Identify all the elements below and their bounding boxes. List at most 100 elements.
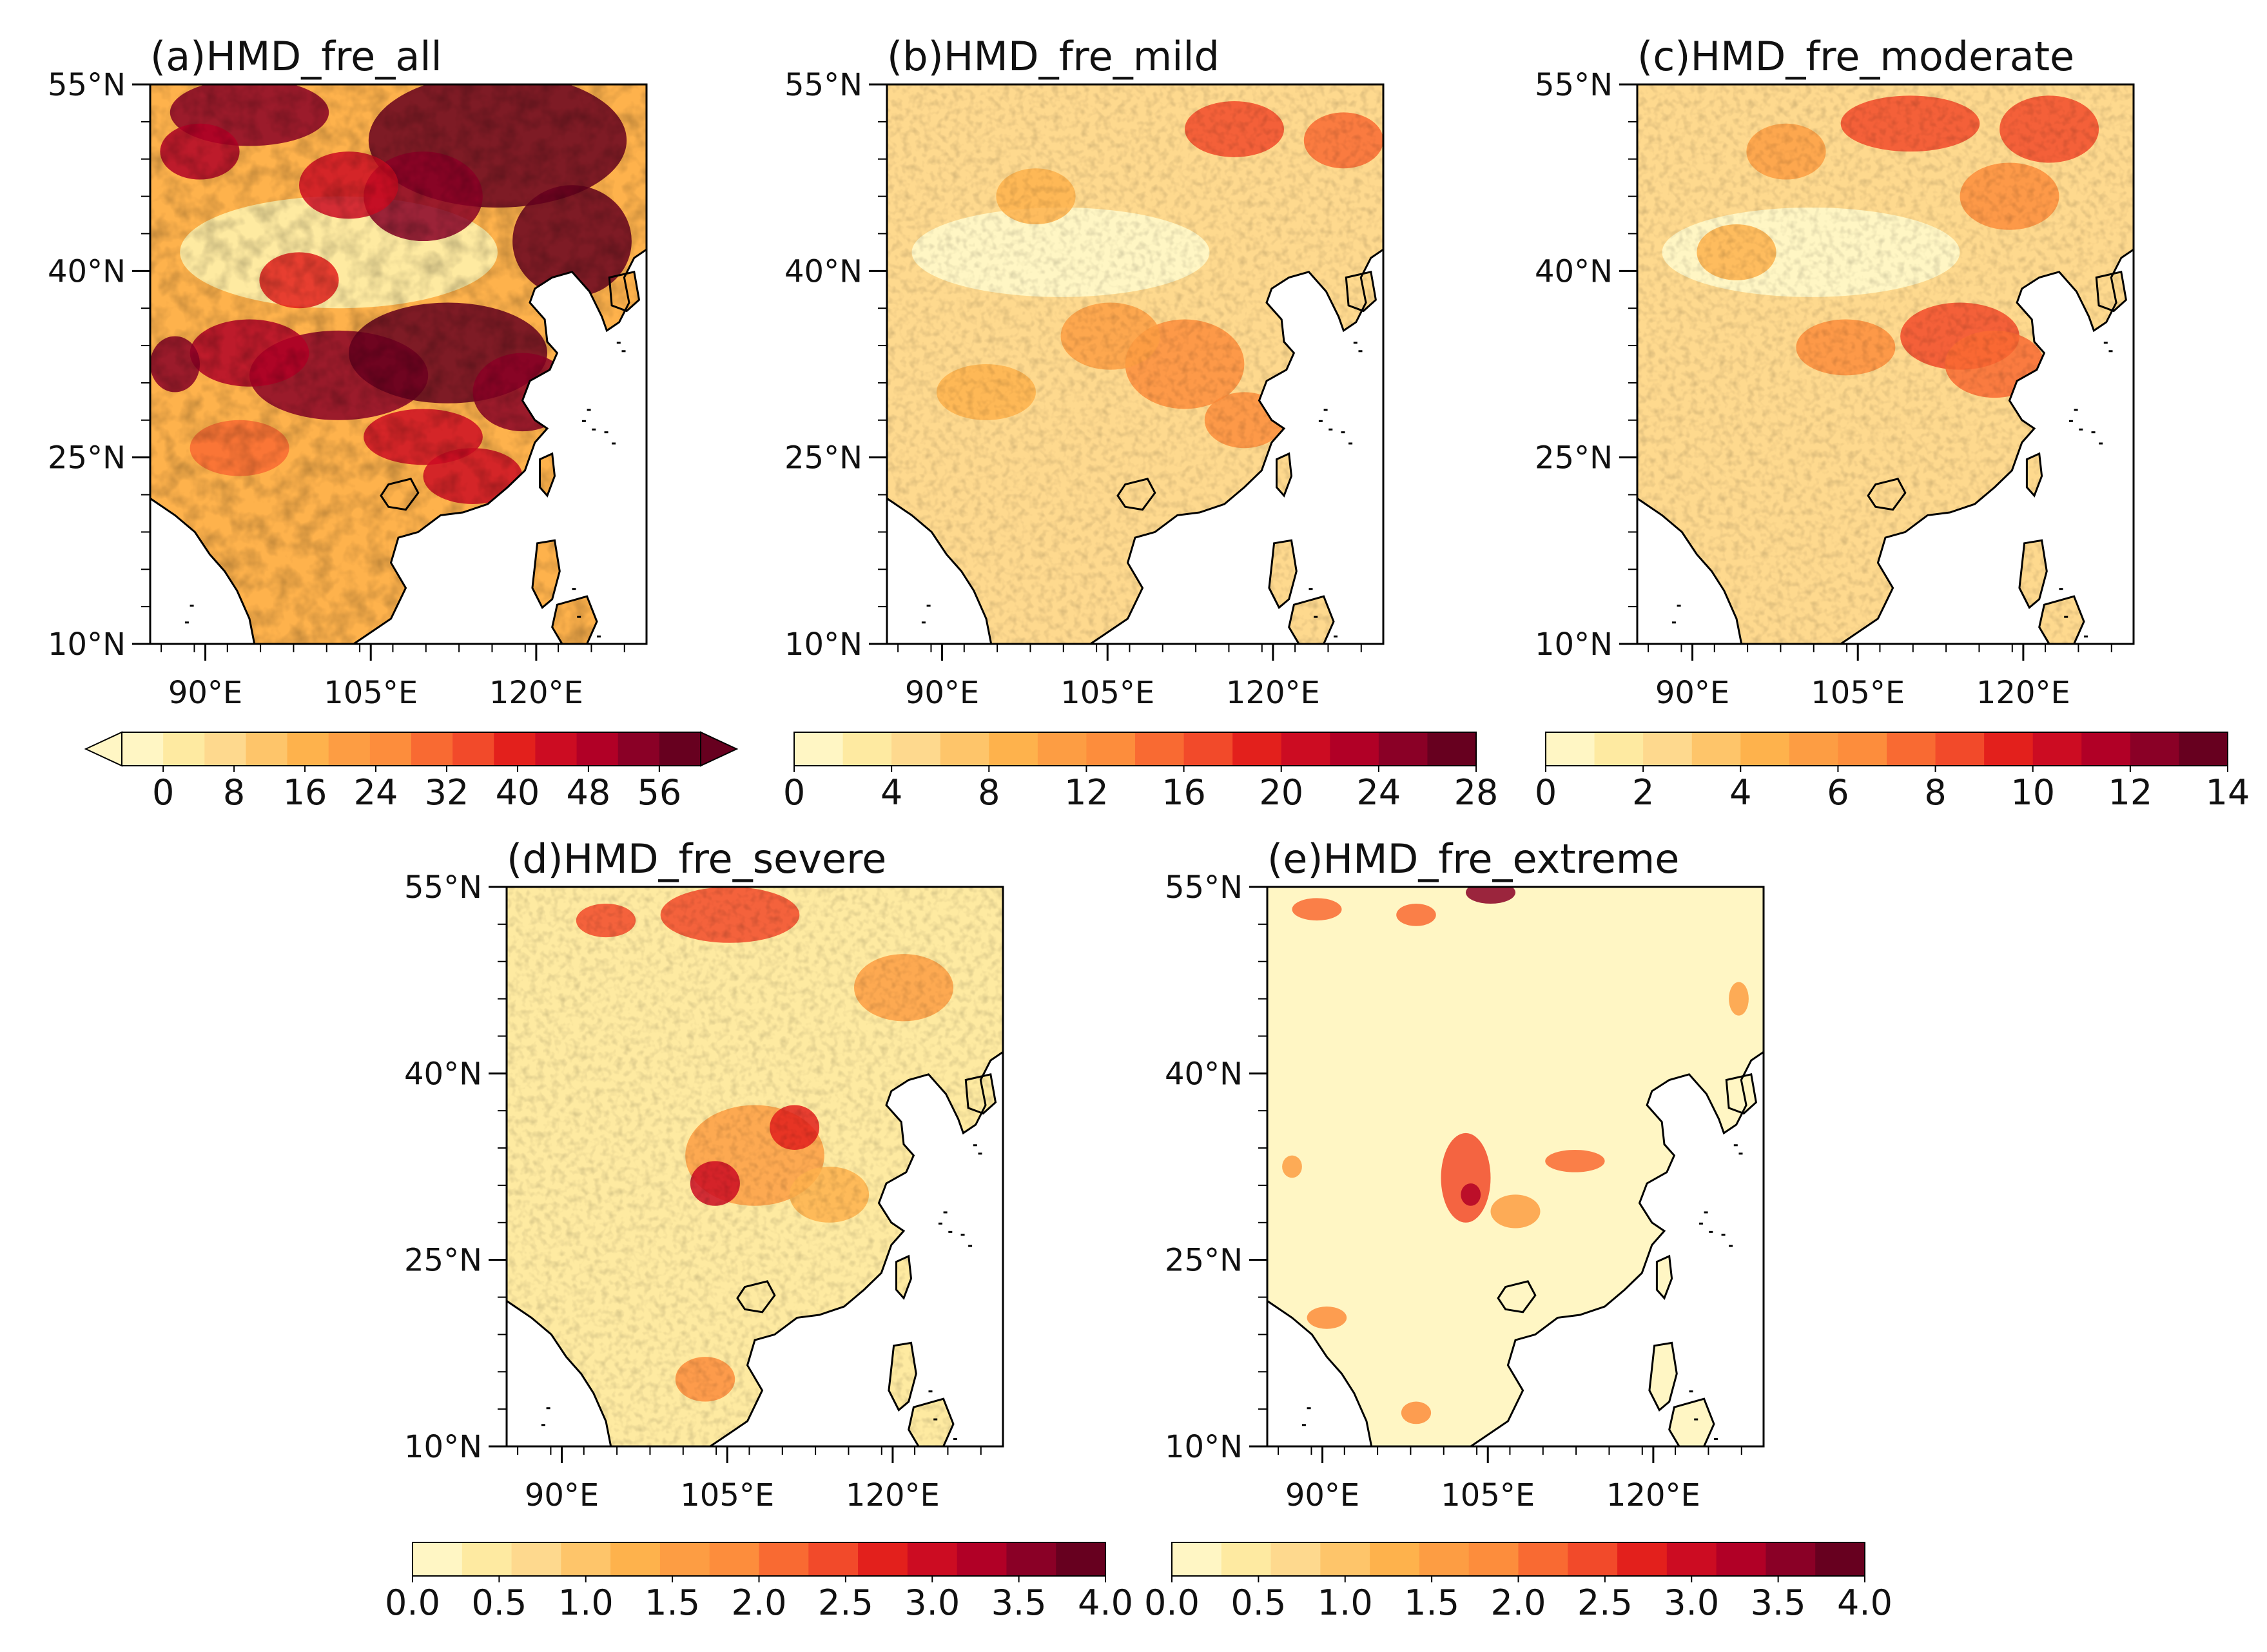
lon-tick-label: 120°E [846, 1477, 940, 1513]
colorbar-bin [1617, 1542, 1668, 1576]
colorbar-label: 3.0 [1664, 1582, 1719, 1623]
small-island [2068, 420, 2073, 422]
colorbar-bin [1006, 1542, 1056, 1576]
colorbar-bin [2130, 732, 2179, 766]
value-hotspot [1545, 1149, 1605, 1172]
small-island [938, 1222, 942, 1225]
lat-tick-label: 10°N [1535, 627, 1613, 663]
island-outline [1116, 478, 1156, 511]
colorbar-label: 56 [637, 772, 681, 813]
small-island [1729, 1245, 1733, 1247]
lon-tick-label: 120°E [1976, 675, 2070, 711]
colorbar-bin [1887, 732, 1936, 766]
lon-tick-label: 105°E [1811, 675, 1905, 711]
island-outline [380, 478, 420, 511]
colorbar-label: 8 [978, 772, 1000, 813]
colorbar-label: 1.0 [558, 1582, 614, 1623]
small-island [928, 1390, 933, 1393]
coastline [1266, 886, 1765, 1448]
value-hotspot [1729, 982, 1749, 1016]
island-outline [539, 452, 556, 498]
small-island [948, 1230, 953, 1233]
colorbar-label: 0 [1535, 772, 1557, 813]
colorbar-bin [1468, 1542, 1519, 1576]
colorbar-bin [413, 1542, 463, 1576]
lat-tick-label: 25°N [1165, 1243, 1243, 1279]
colorbar-bin [2032, 732, 2082, 766]
small-island [2091, 431, 2096, 434]
island-outline [1648, 1341, 1678, 1412]
lon-tick-label: 90°E [168, 675, 242, 711]
small-island [612, 442, 616, 445]
lat-tick-label: 40°N [784, 253, 862, 289]
island-outline [888, 1341, 917, 1412]
lon-tick-label: 90°E [1285, 1477, 1359, 1513]
coastline [149, 83, 648, 645]
lon-tick-label: 105°E [1441, 1477, 1535, 1513]
colorbar-bin [1716, 1542, 1766, 1576]
colorbar-bin [1666, 1542, 1717, 1576]
island-outline [1867, 478, 1907, 511]
colorbar-bin [561, 1542, 611, 1576]
small-island [973, 1144, 977, 1147]
panel-title: (e)HMD_fre_extreme [1267, 835, 1679, 882]
small-island [2074, 409, 2078, 411]
colorbar-bin [659, 732, 701, 766]
lat-tick-label: 40°N [48, 253, 126, 289]
colorbar-bin [535, 732, 578, 766]
map-panel-5: (e)HMD_fre_extreme 55°N 40°N 25°N 10°N 90°E 10… [1144, 835, 1892, 1623]
colorbar-bin [452, 732, 494, 766]
colorbar-bin [1086, 732, 1136, 766]
colorbar-bin [494, 732, 536, 766]
map-frame [1266, 886, 1765, 1448]
small-island [1301, 1424, 1306, 1426]
colorbar-bin [576, 732, 619, 766]
panel-title: (d)HMD_fre_severe [507, 835, 886, 882]
small-island [541, 1424, 545, 1426]
small-island [921, 621, 926, 624]
lon-tick-label: 105°E [680, 1477, 774, 1513]
colorbar-bin [709, 1542, 759, 1576]
colorbar-bin [411, 732, 453, 766]
small-island [933, 1418, 938, 1421]
coastline [886, 83, 1385, 645]
small-island [1328, 428, 1333, 431]
colorbar-bin [794, 732, 844, 766]
value-hotspot [1292, 898, 1342, 921]
small-island [1323, 409, 1328, 411]
island-outline [531, 539, 561, 609]
colorbar-bin [1427, 732, 1477, 766]
small-island [1671, 621, 1676, 624]
value-hotspot [1307, 1307, 1347, 1329]
colorbar: 0 4 8 12 16 20 24 28 [783, 732, 1498, 813]
small-island [1714, 1437, 1718, 1440]
small-island [2079, 428, 2083, 431]
small-island [616, 342, 621, 344]
colorbar-bin [858, 1542, 908, 1576]
panel-title: (c)HMD_fre_moderate [1637, 33, 2074, 80]
island-outline [2095, 270, 2128, 313]
small-island [943, 1211, 948, 1214]
lat-tick-label: 55°N [1535, 67, 1613, 103]
island-outline [895, 1254, 913, 1300]
colorbar-label: 4 [881, 772, 902, 813]
panel-title: (b)HMD_fre_mild [887, 33, 1220, 80]
small-island [1307, 1407, 1311, 1410]
value-hotspot [1282, 1155, 1302, 1178]
colorbar-label: 0.5 [1231, 1582, 1286, 1623]
small-island [926, 605, 931, 607]
colorbar-bin [1320, 1542, 1370, 1576]
colorbar-label: 32 [425, 772, 469, 813]
colorbar-bin [246, 732, 288, 766]
small-island [978, 1152, 982, 1155]
value-hotspot [1396, 904, 1436, 926]
colorbar-label: 0.0 [1144, 1582, 1200, 1623]
small-island [572, 588, 576, 590]
coastline [505, 886, 1004, 1448]
colorbar-label: 1.0 [1318, 1582, 1373, 1623]
colorbar-bin [1740, 732, 1790, 766]
colorbar-label: 14 [2206, 772, 2250, 813]
colorbar-bin [1935, 732, 1985, 766]
small-island [597, 635, 601, 637]
island-outline [1655, 1254, 1673, 1300]
